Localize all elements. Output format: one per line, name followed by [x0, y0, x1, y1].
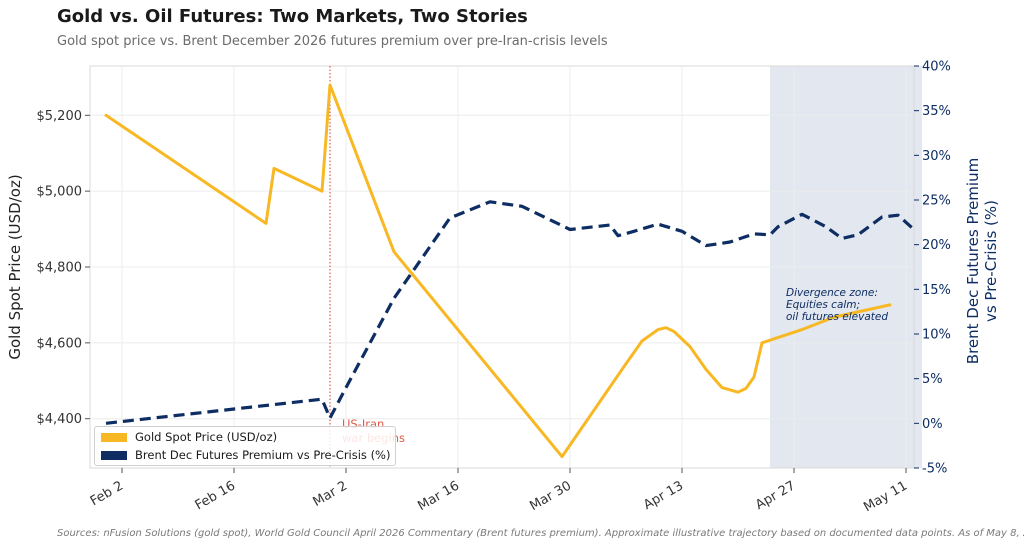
- y-right-tick-label-9: 40%: [922, 60, 951, 75]
- y-right-tick-label-8: 35%: [922, 104, 951, 119]
- y-right-tick-label-2: 5%: [922, 372, 943, 387]
- x-tick-label-5: Apr 13: [641, 478, 686, 513]
- y-right-tick-label-3: 10%: [922, 328, 951, 343]
- divergence-annotation-line3: oil futures elevated: [786, 311, 888, 323]
- divergence-annotation-line1: Divergence zone:: [786, 287, 878, 299]
- chart-title: Gold vs. Oil Futures: Two Markets, Two S…: [57, 6, 528, 27]
- legend-label-brent: Brent Dec Futures Premium vs Pre-Crisis …: [135, 448, 391, 462]
- y-left-tick-label-3: $5,000: [37, 185, 83, 200]
- y-left-axis-label: Gold Spot Price (USD/oz): [6, 174, 24, 359]
- x-tick-label-7: May 11: [861, 478, 910, 515]
- x-tick-label-0: Feb 2: [88, 478, 126, 509]
- legend-swatch-gold: [101, 432, 127, 442]
- y-left-tick-label-4: $5,200: [37, 109, 83, 124]
- y-right-tick-label-6: 25%: [922, 194, 951, 209]
- gold-price-line: [104, 83, 892, 459]
- legend: Gold Spot Price (USD/oz) Brent Dec Futur…: [94, 426, 396, 466]
- y-left-tick-label-0: $4,400: [37, 412, 83, 427]
- y-right-tick-label-0: -5%: [922, 462, 947, 477]
- y-right-tick-label-5: 20%: [922, 238, 951, 253]
- legend-item-gold: Gold Spot Price (USD/oz): [101, 429, 277, 445]
- y-right-tick-label-4: 15%: [922, 283, 951, 298]
- divergence-annotation-line2: Equities calm;: [786, 299, 860, 311]
- x-tick-label-1: Feb 16: [193, 478, 238, 513]
- x-tick-label-6: Apr 27: [753, 478, 798, 513]
- y-right-tick-label-7: 30%: [922, 149, 951, 164]
- legend-item-brent: Brent Dec Futures Premium vs Pre-Crisis …: [101, 447, 390, 463]
- y-right-axis-label: Brent Dec Futures Premiumvs Pre-Crisis (…: [964, 158, 1000, 364]
- legend-swatch-brent: [101, 450, 127, 460]
- y-left-tick-label-1: $4,600: [37, 336, 83, 351]
- y-right-tick-label-1: 0%: [922, 417, 943, 432]
- x-tick-label-4: Mar 30: [527, 478, 574, 514]
- x-tick-label-2: Mar 2: [311, 478, 350, 509]
- source-note: Sources: nFusion Solutions (gold spot), …: [57, 528, 1024, 539]
- y-left-tick-label-2: $4,800: [37, 261, 83, 276]
- x-tick-label-3: Mar 16: [415, 478, 462, 514]
- chart-subtitle: Gold spot price vs. Brent December 2026 …: [57, 34, 608, 49]
- brent-premium-line: [105, 200, 916, 425]
- legend-label-gold: Gold Spot Price (USD/oz): [135, 430, 278, 444]
